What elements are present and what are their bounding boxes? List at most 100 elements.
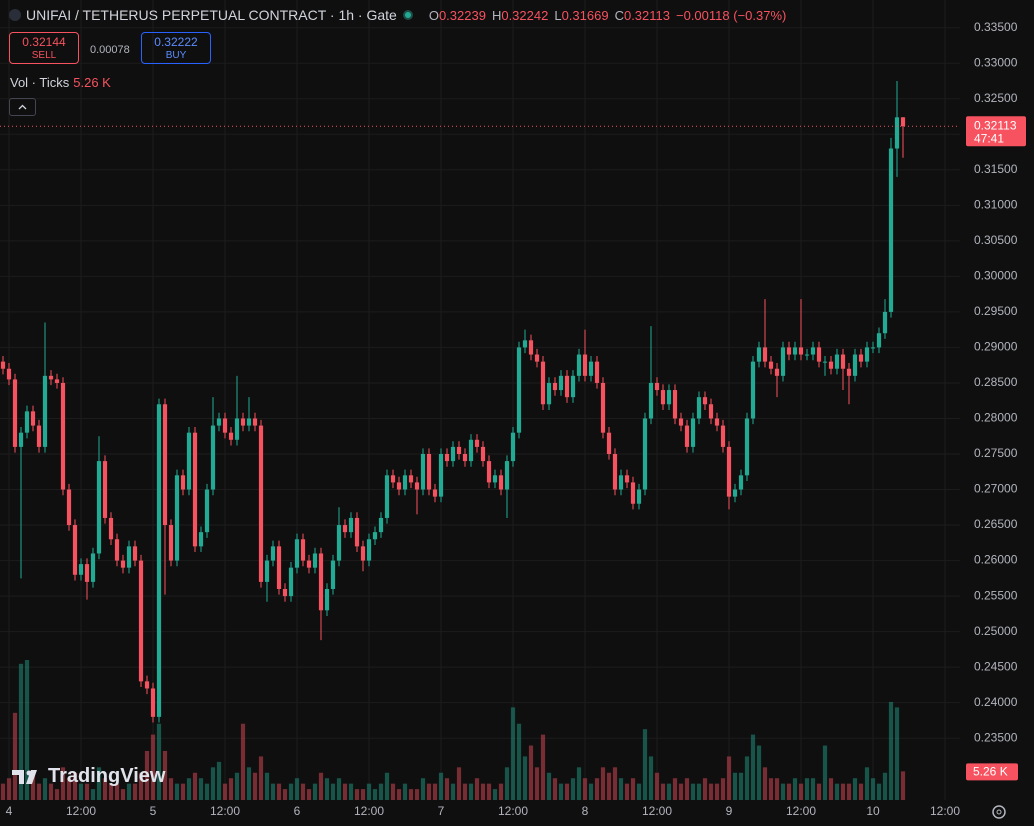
y-tick-label: 0.30000	[974, 269, 1018, 283]
y-tick-label: 0.31500	[974, 162, 1018, 176]
candle-body	[132, 546, 138, 561]
candle-body	[624, 475, 630, 483]
x-tick-label: 8	[582, 804, 589, 818]
volume-bar	[606, 772, 612, 800]
candle-body	[114, 539, 120, 561]
volume-bar	[132, 783, 138, 800]
buy-button[interactable]: 0.32222 BUY	[141, 32, 211, 64]
volume-bar	[192, 772, 198, 800]
volume-bar	[792, 778, 798, 800]
volume-bar	[588, 783, 594, 800]
settings-icon[interactable]	[992, 805, 1006, 819]
candle-body	[792, 347, 798, 355]
candle-body	[288, 567, 294, 597]
volume-bar	[768, 778, 774, 800]
candle-body	[246, 418, 252, 426]
candle-body	[876, 333, 882, 348]
volume-bar	[150, 734, 156, 800]
volume-bar	[408, 789, 414, 800]
candle-body	[150, 688, 156, 717]
candle-body	[402, 475, 408, 490]
ohlc-key: O	[428, 7, 439, 23]
volume-bar	[774, 778, 780, 800]
volume-bar	[852, 778, 858, 800]
volume-bar	[888, 701, 894, 800]
sell-button[interactable]: 0.32144 SELL	[9, 32, 79, 64]
volume-bar	[366, 783, 372, 800]
candle-body	[204, 489, 210, 533]
volume-bar	[390, 783, 396, 800]
ohlc-key: H	[491, 7, 502, 23]
volume-bar	[804, 778, 810, 800]
volume-bar	[762, 767, 768, 800]
candle-body	[840, 354, 846, 369]
volume-bar	[468, 783, 474, 800]
volume-bar	[864, 767, 870, 800]
candle-body	[264, 560, 270, 582]
spread: 0.00078	[90, 44, 130, 56]
ohlc-value: 0.31669	[561, 7, 609, 23]
volume-bar	[498, 783, 504, 800]
last-price-label: 0.32113	[974, 118, 1017, 132]
volume-bar	[594, 778, 600, 800]
candle-body	[84, 564, 90, 582]
candle-body	[318, 553, 324, 611]
volume-bar	[276, 783, 282, 800]
candle-body	[66, 489, 72, 526]
volume-bar	[108, 783, 114, 800]
volume-bar	[318, 772, 324, 800]
candle-body	[558, 375, 564, 391]
candle-body	[432, 489, 438, 497]
volume-bar	[252, 772, 258, 800]
volume-bar	[222, 783, 228, 800]
candle-body	[900, 117, 906, 127]
ohlc-key: C	[614, 7, 624, 23]
candle-body	[192, 432, 198, 547]
candle-body	[258, 425, 264, 582]
volume-bar	[528, 745, 534, 800]
volume-bar	[786, 783, 792, 800]
volume-bar	[288, 783, 294, 800]
y-tick-label: 0.27000	[974, 482, 1018, 496]
candle-body	[444, 453, 450, 462]
candle-body	[504, 461, 510, 490]
volume-bar	[516, 723, 522, 800]
candle-body	[30, 411, 36, 426]
volume-bar	[162, 750, 168, 800]
volume-layer	[0, 660, 906, 800]
candle-body	[630, 482, 636, 504]
volume-bar	[228, 778, 234, 800]
candle-body	[378, 517, 384, 533]
candle-body	[294, 539, 300, 568]
volume-bar	[168, 778, 174, 800]
buy-label: BUY	[165, 50, 187, 61]
candle-body	[894, 117, 900, 149]
candle-body	[798, 347, 804, 355]
candle-body	[756, 347, 762, 362]
volume-bar	[552, 778, 558, 800]
candle-body	[384, 475, 390, 518]
candle-body	[240, 418, 246, 426]
candle-body	[816, 347, 822, 362]
x-tick-label: 9	[726, 804, 733, 818]
candle-body	[546, 382, 552, 405]
candle-body	[408, 475, 414, 483]
y-tick-label: 0.30500	[974, 233, 1018, 247]
volume-bar	[882, 772, 888, 800]
ohlc: O0.32239 H0.32242 L0.31669 C0.32113 −0.0…	[429, 8, 787, 23]
candle-body	[810, 347, 816, 355]
volume-bar	[84, 783, 90, 800]
candle-body	[156, 404, 162, 717]
volume-bar	[654, 772, 660, 800]
y-tick-label: 0.29000	[974, 340, 1018, 354]
volume-bar	[618, 778, 624, 800]
collapse-button[interactable]	[9, 98, 36, 116]
volume-bar	[198, 778, 204, 800]
volume-bar	[486, 783, 492, 800]
candle-body	[456, 446, 462, 454]
candle-body	[834, 354, 840, 369]
candle-body	[234, 418, 240, 440]
volume-bar	[822, 745, 828, 800]
volume-bar	[798, 783, 804, 800]
chevron	[18, 104, 27, 110]
